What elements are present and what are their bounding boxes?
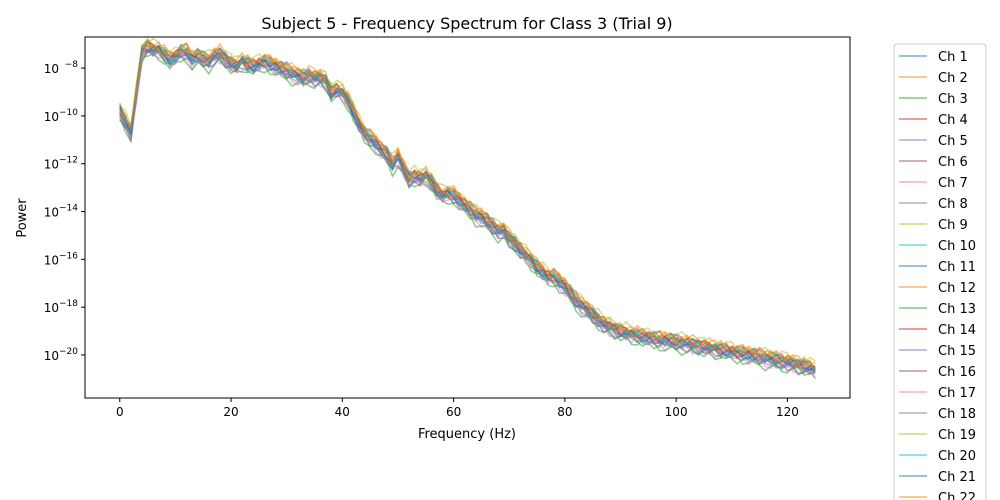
legend-item: Ch 5 [899,134,968,149]
y-axis-label: Power [15,198,30,238]
x-tick-label: 40 [335,405,350,419]
y-tick-exponent: −16 [59,251,78,261]
legend-label: Ch 21 [938,470,976,485]
legend-label: Ch 7 [938,176,968,191]
x-tick-label: 0 [116,405,124,419]
legend-item: Ch 6 [899,155,968,170]
legend-label: Ch 4 [938,113,968,128]
legend-label: Ch 14 [938,323,976,338]
x-tick-label: 80 [557,405,572,419]
legend-item: Ch 2 [899,71,968,86]
y-tick-label: 10 [44,110,59,124]
y-tick-label: 10 [44,206,59,220]
legend-item: Ch 10 [899,239,976,254]
series-line [119,50,816,379]
y-tick-label: 10 [44,253,59,267]
legend-item: Ch 15 [899,344,976,359]
legend-label: Ch 16 [938,365,976,380]
legend-item: Ch 3 [899,92,968,107]
legend-label: Ch 18 [938,407,976,422]
legend-label: Ch 22 [938,491,976,500]
series-line [119,43,816,370]
legend-item: Ch 19 [899,428,976,443]
x-axis: 0 20 40 60 80 100 120 [116,398,799,419]
legend-label: Ch 19 [938,428,976,443]
legend-label: Ch 3 [938,92,968,107]
legend-label: Ch 10 [938,239,976,254]
legend-item: Ch 11 [899,260,976,275]
legend-item: Ch 20 [899,449,976,464]
legend-item: Ch 9 [899,218,968,233]
legend-label: Ch 5 [938,134,968,149]
legend-label: Ch 9 [938,218,968,233]
legend-item: Ch 8 [899,197,968,212]
legend-label: Ch 8 [938,197,968,212]
legend-label: Ch 11 [938,260,976,275]
x-tick-label: 120 [776,405,799,419]
legend-item: Ch 12 [899,281,976,296]
y-tick-exponent: −14 [59,204,78,214]
legend-label: Ch 2 [938,71,968,86]
legend: Ch 1 Ch 2 Ch 3 Ch 4 Ch 5 Ch 6 Ch 7 Ch 8 Ch 9 Ch 1… [893,43,987,500]
legend-item: Ch 4 [899,113,968,128]
legend-item: Ch 21 [899,470,976,485]
series-line [119,47,816,375]
legend-item: Ch 7 [899,176,968,191]
y-tick-exponent: −10 [59,108,78,118]
legend-label: Ch 6 [938,155,968,170]
legend-label: Ch 12 [938,281,976,296]
y-tick-exponent: −8 [65,60,79,70]
y-tick-label: 10 [44,301,59,315]
y-tick-label: 10 [44,349,59,363]
x-tick-label: 20 [223,405,238,419]
chart-title: Subject 5 - Frequency Spectrum for Class… [261,14,672,33]
legend-item: Ch 13 [899,302,976,317]
legend-item: Ch 1 [899,50,968,65]
legend-item: Ch 16 [899,365,976,380]
y-tick-label: 10 [44,62,59,76]
legend-item: Ch 14 [899,323,976,338]
legend-label: Ch 1 [938,50,968,65]
legend-label: Ch 15 [938,344,976,359]
legend-frame [893,43,987,500]
y-tick-exponent: −18 [59,299,78,309]
legend-item: Ch 22 [899,491,976,500]
y-tick-exponent: −12 [59,156,78,166]
y-tick-exponent: −20 [59,347,78,357]
legend-label: Ch 20 [938,449,976,464]
legend-label: Ch 17 [938,386,976,401]
x-tick-label: 60 [446,405,461,419]
legend-item: Ch 18 [899,407,976,422]
x-axis-label: Frequency (Hz) [418,427,516,442]
x-tick-label: 100 [665,405,688,419]
plot-frame [84,36,851,399]
legend-item: Ch 17 [899,386,976,401]
series-lines [119,36,816,379]
legend-label: Ch 13 [938,302,976,317]
y-tick-label: 10 [44,158,59,172]
